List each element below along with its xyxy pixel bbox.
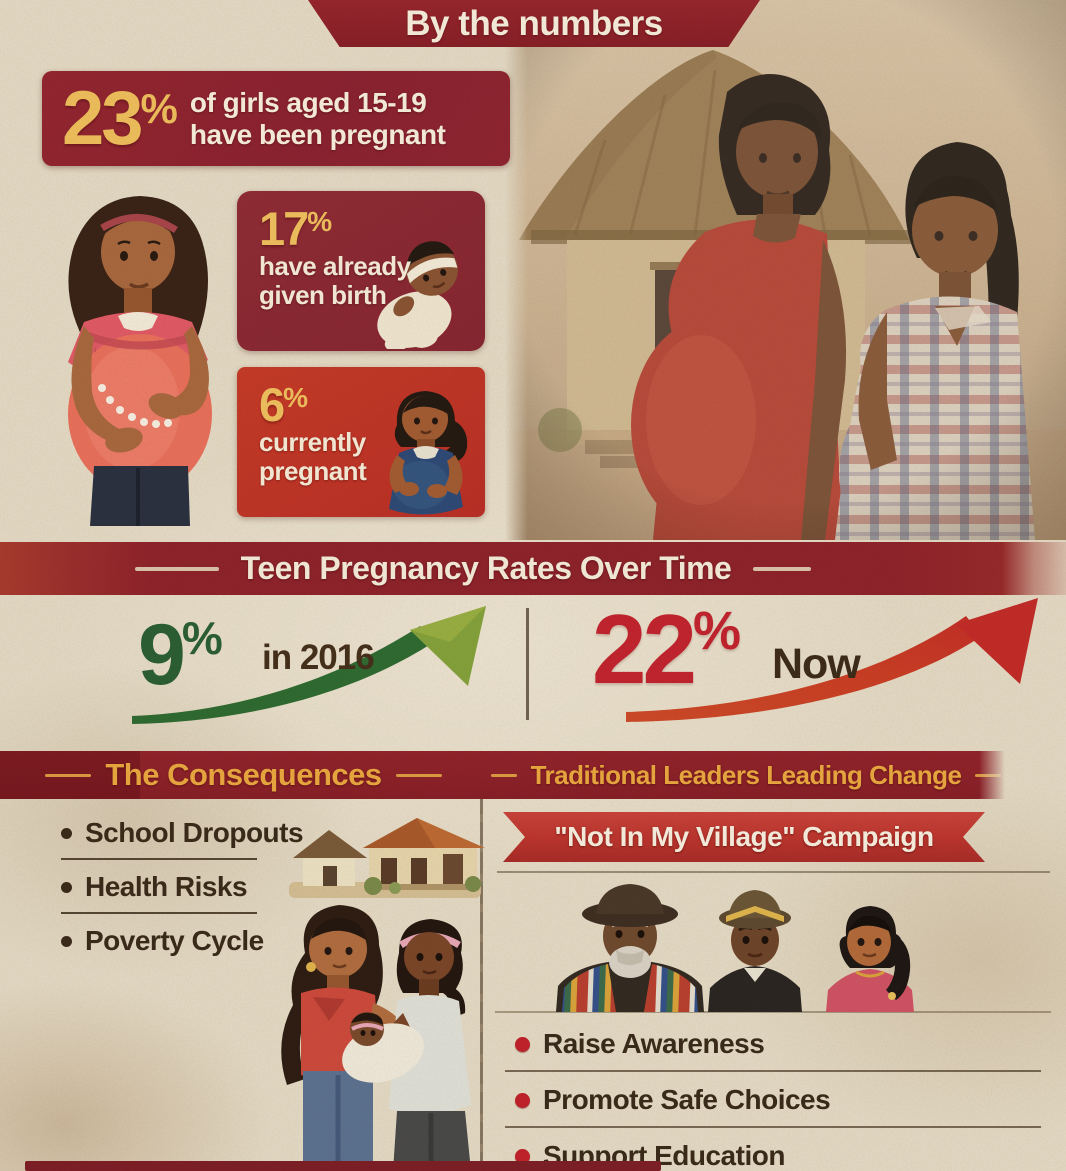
pregnant-girl-illustration bbox=[40, 176, 236, 531]
photo-pregnant-teens-hut bbox=[505, 0, 1066, 570]
stat-headline-caption: of girls aged 15-19 have been pregnant bbox=[189, 87, 446, 150]
bullet-icon bbox=[515, 1092, 530, 1108]
dash-icon bbox=[45, 773, 92, 777]
dash-icon bbox=[753, 566, 812, 571]
list-item: School Dropouts bbox=[55, 806, 365, 858]
stat-currently-pregnant-caption: currently pregnant bbox=[259, 427, 367, 486]
bullet-icon bbox=[61, 881, 72, 893]
rate-past-label: in 2016 bbox=[262, 638, 375, 677]
stat-headline-percent-sign: % bbox=[140, 85, 178, 132]
rate-now-label: Now bbox=[772, 640, 861, 688]
young-woman-leader bbox=[826, 906, 914, 1012]
bullet-icon bbox=[515, 1036, 530, 1052]
bullet-icon bbox=[61, 935, 72, 947]
consequences-header: The Consequences bbox=[0, 751, 487, 799]
top-banner-title: By the numbers bbox=[405, 3, 663, 43]
stat-headline-value: 23 bbox=[62, 75, 144, 161]
list-item: Raise Awareness bbox=[505, 1016, 1053, 1070]
list-separator bbox=[61, 912, 257, 914]
campaign-actions-list: Raise Awareness Promote Safe Choices Sup… bbox=[505, 1016, 1053, 1171]
stat-given-birth-value: 17 bbox=[259, 202, 309, 255]
rates-band: Teen Pregnancy Rates Over Time bbox=[0, 542, 1066, 595]
traditional-leaders-illustration bbox=[556, 884, 914, 1012]
bullet-icon bbox=[61, 827, 72, 839]
leaders-header: Traditional Leaders Leading Change bbox=[487, 751, 1005, 799]
rates-title: Teen Pregnancy Rates Over Time bbox=[240, 550, 732, 586]
horizontal-rule bbox=[497, 871, 1050, 873]
young-leader bbox=[708, 890, 802, 1012]
list-item: Poverty Cycle bbox=[55, 914, 365, 966]
consequences-list: School Dropouts Health Risks Poverty Cyc… bbox=[55, 806, 365, 966]
stat-given-birth: 17% have already given birth bbox=[237, 191, 485, 351]
consequences-title: The Consequences bbox=[105, 757, 382, 792]
stat-given-birth-caption: have already given birth bbox=[259, 251, 411, 310]
stat-headline: 23 % of girls aged 15-19 have been pregn… bbox=[42, 71, 510, 166]
list-item: Health Risks bbox=[55, 860, 365, 912]
list-separator bbox=[61, 858, 257, 860]
stat-currently-pregnant: 6% currently pregnant bbox=[237, 367, 485, 517]
dash-icon bbox=[975, 773, 1002, 777]
list-separator bbox=[505, 1126, 1041, 1128]
stat-currently-pregnant-value: 6 bbox=[259, 378, 285, 431]
dash-icon bbox=[490, 773, 517, 777]
rates-divider bbox=[526, 608, 529, 720]
campaign-title: "Not In My Village" Campaign bbox=[554, 821, 934, 852]
rate-past-value: 9% bbox=[138, 607, 223, 703]
top-banner: By the numbers bbox=[308, 0, 760, 47]
leaders-title: Traditional Leaders Leading Change bbox=[530, 759, 962, 790]
list-item: Promote Safe Choices bbox=[505, 1072, 1053, 1126]
rate-now-value: 22% bbox=[592, 594, 742, 704]
dash-icon bbox=[134, 566, 219, 571]
elder-leader bbox=[556, 884, 704, 1012]
list-separator bbox=[505, 1070, 1041, 1072]
dash-icon bbox=[395, 773, 442, 777]
bottom-accent-strip bbox=[25, 1161, 661, 1171]
campaign-ribbon: "Not In My Village" Campaign bbox=[503, 812, 985, 862]
